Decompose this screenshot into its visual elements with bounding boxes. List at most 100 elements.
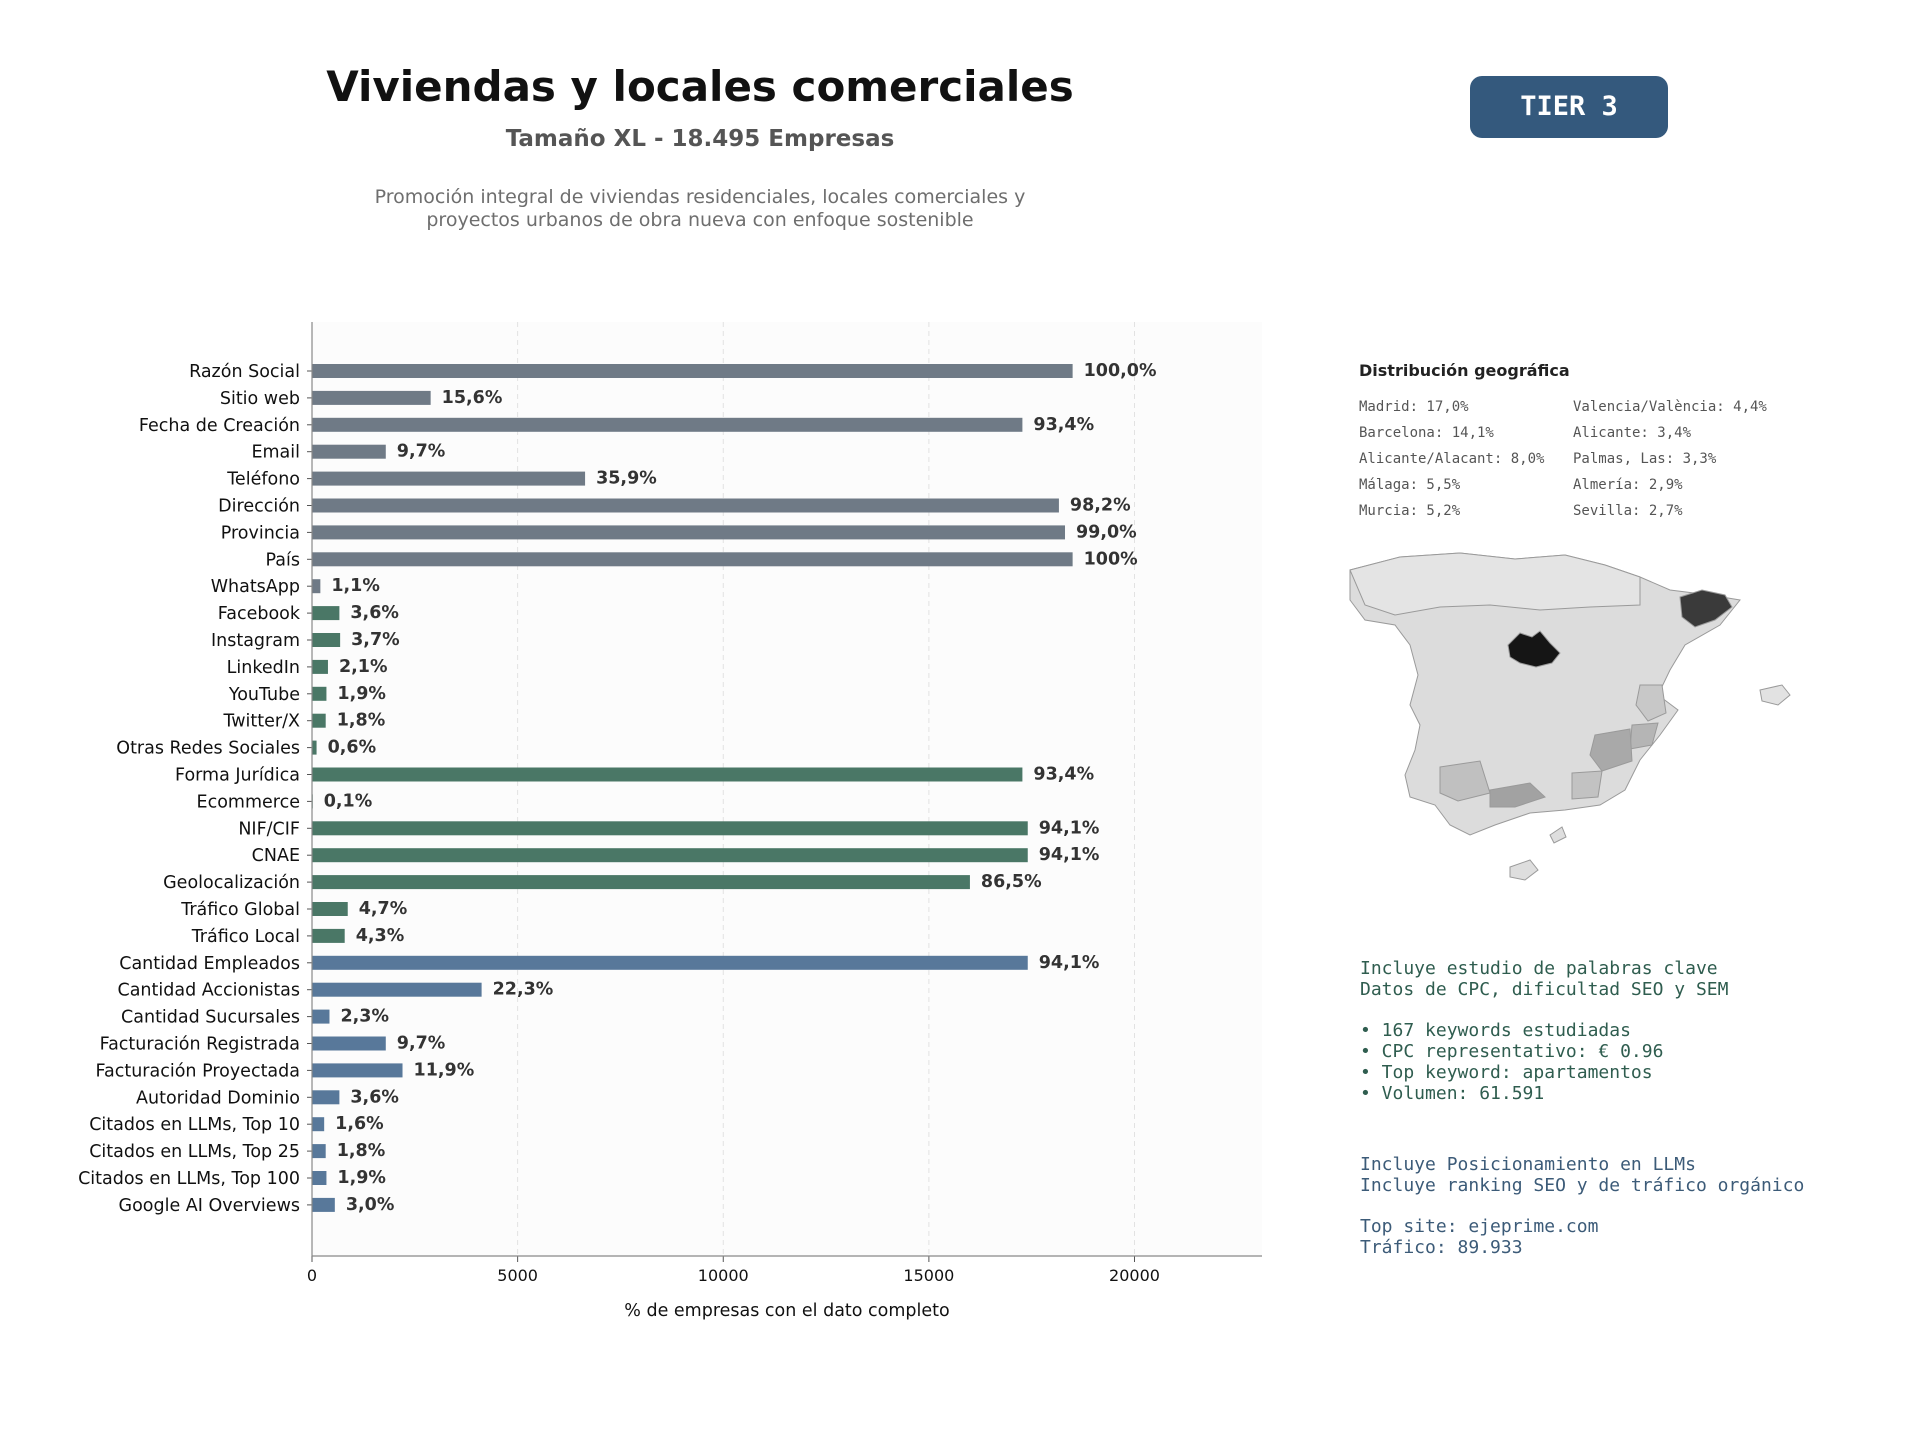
geo-distribution-list: Madrid: 17,0% Valencia/València: 4,4% Ba… (1359, 398, 1787, 520)
category-label: Instagram (211, 631, 300, 651)
data-label: 35,9% (596, 469, 657, 489)
data-label: 9,7% (397, 442, 446, 462)
map-madrid (1507, 630, 1561, 668)
data-label: 1,9% (337, 684, 386, 704)
map-balearic-islands (1759, 684, 1791, 706)
description: Promoción integral de viviendas residenc… (250, 186, 1150, 232)
x-tick-label: 20000 (1109, 1266, 1160, 1285)
category-label: Tráfico Global (180, 900, 300, 920)
bar (312, 498, 1059, 513)
data-label: 100% (1084, 549, 1138, 569)
bar (312, 552, 1073, 567)
bar (312, 633, 341, 647)
map-malaga (1489, 782, 1546, 808)
bar (312, 875, 970, 890)
category-label: Fecha de Creación (139, 416, 300, 436)
bar (312, 1171, 327, 1185)
bar (312, 579, 321, 594)
bar (312, 767, 1023, 782)
data-label: 98,2% (1070, 496, 1131, 516)
description-line: Promoción integral de viviendas residenc… (374, 186, 1026, 208)
data-label: 94,1% (1039, 818, 1100, 838)
keywords-panel: Incluye estudio de palabras clave Datos … (1360, 958, 1728, 1104)
geo-item: Barcelona: 14,1% (1359, 425, 1494, 441)
page-title: Viviendas y locales comerciales (326, 62, 1074, 111)
category-label: Ecommerce (197, 792, 300, 812)
map-valencia (1635, 684, 1667, 722)
bar (312, 740, 317, 755)
x-tick-label: 5000 (497, 1266, 538, 1285)
category-label: Provincia (221, 523, 300, 543)
bar (312, 1036, 386, 1051)
keywords-bullet: • CPC representativo: € 0.96 (1360, 1041, 1664, 1062)
data-label: 3,6% (350, 603, 399, 623)
data-label: 11,9% (414, 1060, 475, 1080)
geo-item: Sevilla: 2,7% (1573, 503, 1683, 519)
data-label: 2,3% (340, 1007, 389, 1027)
keywords-bullet: • 167 keywords estudiadas (1360, 1020, 1631, 1041)
data-label: 15,6% (442, 388, 503, 408)
data-label: 1,9% (337, 1168, 386, 1188)
llm-panel: Incluye Posicionamiento en LLMs Incluye … (1360, 1154, 1804, 1258)
category-label: NIF/CIF (238, 819, 300, 839)
data-label: 93,4% (1033, 415, 1094, 435)
keywords-bullet: • Top keyword: apartamentos (1360, 1062, 1653, 1083)
category-label: Forma Jurídica (175, 766, 300, 786)
bar (312, 713, 326, 728)
data-label: 94,1% (1039, 845, 1100, 865)
category-label: Dirección (218, 497, 300, 517)
bar (312, 955, 1028, 970)
data-label: 100,0% (1084, 361, 1157, 381)
data-label: 1,8% (337, 711, 386, 731)
map-alicante (1629, 722, 1659, 750)
category-label: Otras Redes Sociales (116, 739, 300, 759)
bar (312, 902, 348, 916)
x-tick-label: 10000 (698, 1266, 749, 1285)
data-label: 94,1% (1039, 953, 1100, 973)
bar (312, 444, 386, 459)
bar (312, 525, 1066, 540)
llm-line: Top site: ejeprime.com (1360, 1216, 1599, 1237)
bar (312, 417, 1023, 432)
category-label: YouTube (228, 685, 300, 705)
geo-item: Murcia: 5,2% (1359, 503, 1461, 519)
category-label: Citados en LLMs, Top 100 (78, 1169, 300, 1189)
data-label: 0,1% (324, 791, 373, 811)
bar (312, 659, 328, 674)
map-barcelona (1679, 589, 1733, 628)
category-label: CNAE (252, 846, 300, 866)
category-label: Twitter/X (222, 712, 300, 732)
keywords-line: Incluye estudio de palabras clave (1360, 958, 1718, 979)
llm-line: Incluye Posicionamiento en LLMs (1360, 1154, 1696, 1175)
llm-line: Incluye ranking SEO y de tráfico orgánic… (1360, 1175, 1805, 1196)
bar (312, 1117, 325, 1132)
plot-area (312, 322, 1262, 1256)
spain-choropleth-map (1349, 552, 1791, 881)
keywords-line: Datos de CPC, dificultad SEO y SEM (1360, 979, 1729, 1000)
geo-item: Palmas, Las: 3,3% (1573, 451, 1717, 467)
map-canary-islands (1509, 826, 1567, 881)
category-label: Razón Social (189, 362, 300, 382)
data-label: 0,6% (328, 738, 377, 758)
category-label: Sitio web (220, 389, 300, 409)
llm-line: Tráfico: 89.933 (1360, 1237, 1523, 1258)
x-tick-label: 15000 (903, 1266, 954, 1285)
bar (312, 1063, 403, 1078)
data-label: 3,0% (346, 1195, 395, 1215)
data-label: 3,6% (350, 1087, 399, 1107)
geo-item: Alicante: 3,4% (1573, 425, 1692, 441)
map-sevilla (1439, 760, 1491, 802)
bar (312, 686, 327, 701)
bar (312, 982, 482, 997)
data-label: 93,4% (1033, 765, 1094, 785)
category-label: Citados en LLMs, Top 25 (89, 1142, 300, 1162)
category-label: Cantidad Sucursales (121, 1008, 300, 1028)
data-label: 1,1% (331, 576, 380, 596)
data-label: 99,0% (1076, 522, 1137, 542)
data-label: 1,8% (337, 1141, 386, 1161)
category-label: WhatsApp (211, 577, 300, 597)
data-label: 4,3% (356, 926, 405, 946)
category-label: LinkedIn (227, 658, 300, 678)
bar (312, 848, 1028, 863)
description-line: proyectos urbanos de obra nueva con enfo… (426, 209, 974, 231)
